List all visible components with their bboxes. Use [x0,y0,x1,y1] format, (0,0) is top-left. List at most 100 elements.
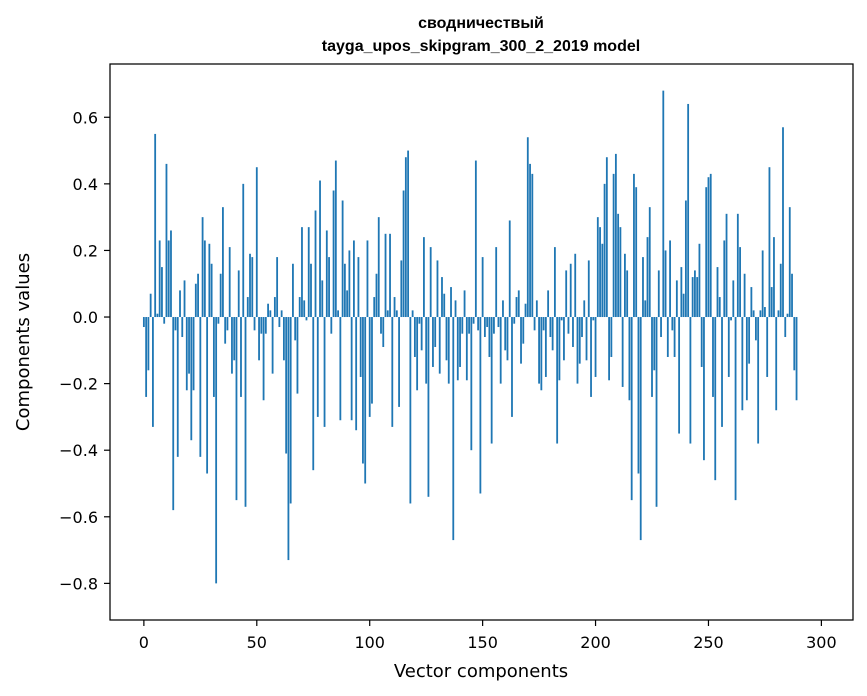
bar [777,310,780,318]
bar [445,317,448,361]
bar [251,257,254,318]
bar [664,250,667,318]
bar [407,150,410,318]
bar [411,310,414,318]
bar [355,317,358,431]
bar [416,317,419,391]
bar [655,317,658,507]
bar [779,263,782,318]
bar [334,160,337,318]
bar [447,317,450,384]
bar [260,317,263,334]
bar [585,317,588,361]
bar [199,317,202,457]
bar [644,300,647,318]
bar [563,317,565,361]
bar [630,317,633,501]
bar [398,317,400,407]
bar [273,297,276,318]
bar [400,260,403,318]
bar [339,317,342,421]
bar [567,317,570,334]
bar [511,317,513,417]
bar [194,283,197,318]
bar [201,217,204,318]
bar [574,253,577,318]
bar [298,297,301,318]
bar [368,317,371,417]
bar [547,290,550,318]
bar [377,217,380,318]
bar [642,257,644,318]
bar [739,247,741,318]
bar [359,317,362,377]
bar [307,227,310,318]
bar [413,317,416,357]
bar [601,243,604,318]
bar [635,187,638,318]
bar [477,317,480,331]
bar [768,167,771,318]
bar [524,303,527,318]
bar [626,270,629,318]
bar [224,317,227,344]
bar [461,317,464,334]
bar [531,173,534,318]
bar [226,317,229,331]
bar [337,310,339,318]
bar [745,317,748,401]
bar [373,297,376,318]
x-tick-label: 150 [467,633,498,652]
bars-group [142,90,798,584]
bar [793,317,796,371]
bar [386,310,389,318]
bar [700,317,703,367]
x-tick-label: 250 [693,633,724,652]
bar [660,317,662,338]
bar [165,163,168,318]
bar [730,317,732,321]
bar [544,317,547,377]
bar [741,317,744,411]
bar [678,317,681,434]
bar [723,240,726,318]
bar [375,273,378,318]
bar [472,317,475,324]
bar [486,317,489,328]
bar [240,317,242,397]
bar [292,263,294,318]
bar [418,317,421,324]
bar [185,317,188,391]
bar [212,317,215,397]
bar [276,257,279,318]
bar [709,173,712,318]
bar [152,317,154,427]
bar [181,317,184,338]
bar [465,317,468,381]
bar [246,297,249,318]
bar [499,317,502,384]
x-axis-label: Vector components [394,661,568,682]
y-tick-label: −0.4 [59,441,98,460]
bar [269,310,272,318]
bar [163,317,166,324]
bar [653,317,656,371]
bar [463,290,466,318]
bar [488,317,491,357]
bar [691,277,694,318]
bar [651,317,653,397]
bar [314,210,317,318]
bar [619,227,622,318]
bar [764,307,766,318]
bar [612,173,615,318]
bar [262,317,265,401]
bar [572,317,574,347]
bar [689,317,692,444]
y-tick-label: 0.2 [73,241,98,260]
bar [565,270,568,318]
bar [145,317,148,397]
bar [569,263,572,318]
bar [703,317,705,461]
bar [249,253,251,318]
